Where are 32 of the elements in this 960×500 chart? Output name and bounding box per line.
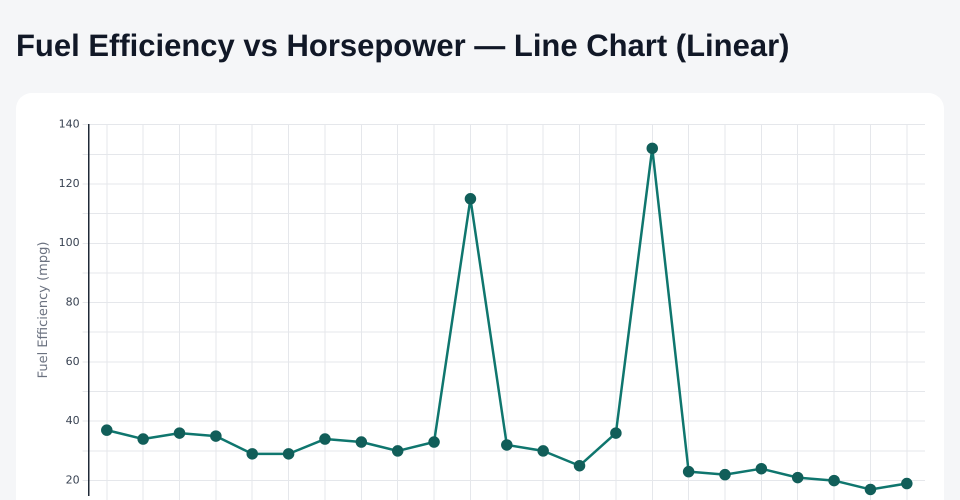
- point: [428, 436, 440, 448]
- point: [792, 472, 804, 484]
- y-tick-label: 40: [66, 414, 80, 428]
- point: [392, 445, 404, 457]
- point: [901, 478, 913, 490]
- point: [464, 193, 476, 205]
- point: [282, 448, 294, 460]
- y-tick-label: 80: [66, 295, 80, 308]
- point: [319, 433, 331, 445]
- point: [356, 436, 368, 448]
- point: [756, 462, 768, 474]
- point: [137, 433, 149, 445]
- y-tick-label: 120: [58, 176, 80, 190]
- y-tick-label: 60: [66, 354, 80, 368]
- y-axis-title: Fuel Efficiency (mpg): [36, 242, 52, 378]
- point: [646, 142, 658, 154]
- point: [719, 468, 731, 480]
- y-tick-label: 20: [66, 473, 80, 486]
- y-tick-label: 100: [58, 236, 80, 250]
- point: [210, 430, 222, 442]
- point: [610, 427, 622, 439]
- point: [174, 427, 186, 439]
- point: [828, 474, 840, 486]
- y-tick-label: 140: [58, 117, 80, 130]
- point: [101, 424, 113, 436]
- chart-title: Fuel Efficiency vs Horsepower — Line Chart (Linear): [16, 28, 790, 64]
- point: [246, 448, 258, 460]
- point: [537, 445, 549, 457]
- point: [501, 439, 513, 451]
- point: [864, 484, 876, 496]
- point: [574, 460, 586, 472]
- point: [682, 466, 694, 478]
